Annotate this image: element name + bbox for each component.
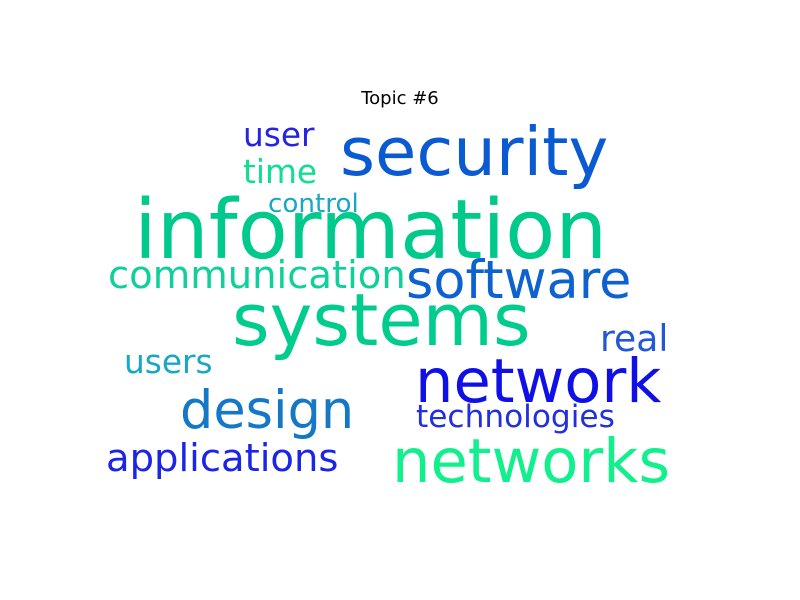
word-networks: networks: [392, 427, 670, 497]
word-real: real: [600, 318, 668, 360]
word-applications: applications: [106, 436, 338, 481]
chart-title: Topic #6: [361, 88, 439, 109]
word-time: time: [243, 153, 317, 191]
word-design: design: [180, 380, 354, 441]
word-users: users: [124, 343, 213, 381]
word-software: software: [406, 250, 631, 311]
word-network: network: [415, 347, 661, 417]
word-communication: communication: [108, 253, 406, 298]
word-systems: systems: [232, 279, 531, 363]
word-technologies: technologies: [416, 399, 615, 435]
word-user: user: [243, 116, 315, 154]
word-information: information: [134, 183, 607, 278]
word-security: security: [340, 113, 608, 191]
word-control: control: [268, 189, 359, 219]
